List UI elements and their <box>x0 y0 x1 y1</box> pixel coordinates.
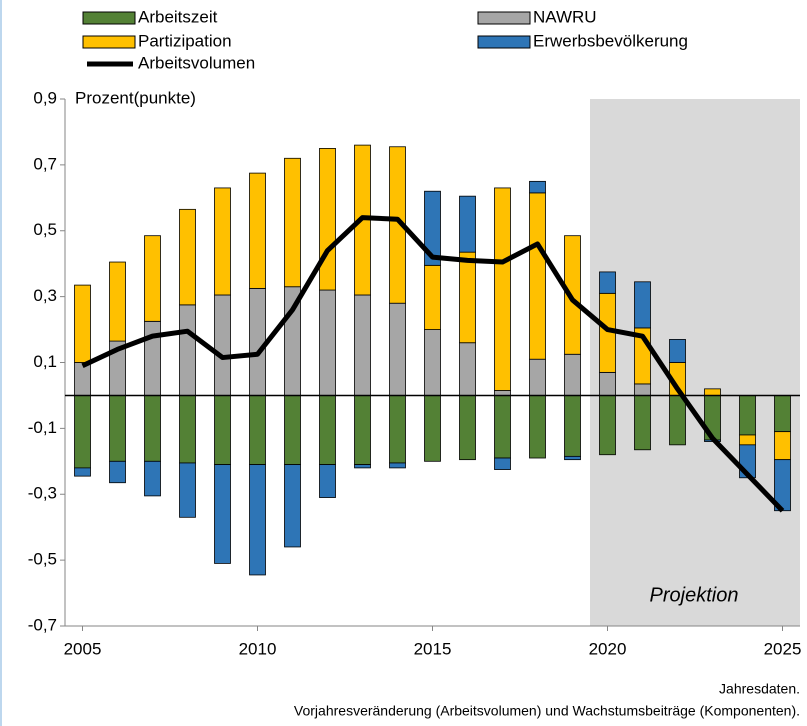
bar <box>109 460 126 484</box>
bar <box>774 431 791 461</box>
bar <box>774 395 791 433</box>
legend-swatch <box>477 35 531 49</box>
y-tick-label: 0,7 <box>33 154 57 173</box>
bar <box>284 395 301 466</box>
note: Vorjahresveränderung (Arbeitsvolumen) un… <box>294 703 800 719</box>
legend-swatch <box>82 35 136 49</box>
bar <box>74 362 91 396</box>
legend-label: Erwerbsbevölkerung <box>533 31 688 50</box>
bar <box>564 235 581 355</box>
bar <box>704 388 721 396</box>
x-tick-label: 2015 <box>414 639 452 658</box>
bar <box>249 395 266 466</box>
bar <box>739 434 756 446</box>
bar <box>144 460 161 497</box>
line <box>81 215 785 513</box>
bar <box>354 395 371 466</box>
bar <box>144 235 161 322</box>
bar <box>424 329 441 396</box>
bar <box>319 464 336 498</box>
bar <box>424 190 441 266</box>
x-tick-label: 2005 <box>64 639 102 658</box>
bar <box>529 180 546 194</box>
bar <box>459 342 476 396</box>
y-tick-label: 0,5 <box>33 220 57 239</box>
bar <box>389 302 406 396</box>
note: Jahresdaten. <box>719 681 800 697</box>
bar <box>179 395 196 464</box>
bar <box>599 371 616 396</box>
bar <box>74 284 91 363</box>
bar <box>214 395 231 466</box>
bar <box>144 320 161 396</box>
bar <box>599 395 616 456</box>
bar <box>249 172 266 289</box>
y-tick-label: -0,5 <box>28 550 57 569</box>
bar <box>494 395 511 459</box>
y-tick-label: 0,3 <box>33 286 57 305</box>
annotation: Projektion <box>650 584 739 606</box>
bar <box>494 187 511 391</box>
bar <box>389 395 406 464</box>
bar <box>179 208 196 306</box>
bar <box>564 395 581 457</box>
bar <box>459 251 476 344</box>
bar <box>179 304 196 396</box>
x-tick-label: 2010 <box>239 639 277 658</box>
bar <box>599 271 616 294</box>
bar <box>319 395 336 466</box>
bar <box>144 395 161 462</box>
bar <box>354 294 371 396</box>
bar <box>739 395 756 436</box>
bar <box>109 261 126 342</box>
bar <box>214 464 231 564</box>
bar <box>634 383 651 396</box>
bar <box>249 287 266 396</box>
legend-swatch <box>477 11 531 25</box>
legend-label: Arbeitszeit <box>138 7 218 26</box>
y-tick-label: -0,3 <box>28 484 57 503</box>
legend-label: NAWRU <box>533 7 597 26</box>
bar <box>74 467 91 477</box>
y-tick-label: -0,7 <box>28 615 57 634</box>
bar <box>354 464 371 469</box>
bar <box>319 289 336 396</box>
bar <box>529 395 546 459</box>
bar <box>319 148 336 291</box>
bar <box>529 192 546 360</box>
y-tick-label: 0,9 <box>33 88 57 107</box>
bar <box>494 457 511 470</box>
bar <box>634 281 651 329</box>
projection-area <box>590 99 800 626</box>
bar <box>109 395 126 462</box>
bar <box>459 195 476 253</box>
bar <box>389 462 406 469</box>
bar <box>284 157 301 288</box>
bar <box>424 264 441 330</box>
x-tick-label: 2020 <box>589 639 627 658</box>
bar <box>74 395 91 469</box>
bar <box>424 395 441 462</box>
bar <box>669 339 686 363</box>
bar <box>214 294 231 396</box>
legend-swatch <box>82 11 136 25</box>
y-tick-label: 0,1 <box>33 352 57 371</box>
bar <box>529 358 546 396</box>
legend-label: Arbeitsvolumen <box>138 53 255 72</box>
bar <box>214 187 231 296</box>
bar <box>179 462 196 518</box>
bar <box>634 395 651 451</box>
y-axis-label: Prozent(punkte) <box>75 88 196 107</box>
x-tick-label: 2025 <box>764 639 802 658</box>
bar <box>249 464 266 576</box>
bar <box>459 395 476 461</box>
bar <box>669 395 686 446</box>
y-tick-label: -0,1 <box>28 418 57 437</box>
bar <box>564 353 581 396</box>
bar <box>564 455 581 461</box>
bar <box>284 464 301 548</box>
legend-label: Partizipation <box>138 31 232 50</box>
